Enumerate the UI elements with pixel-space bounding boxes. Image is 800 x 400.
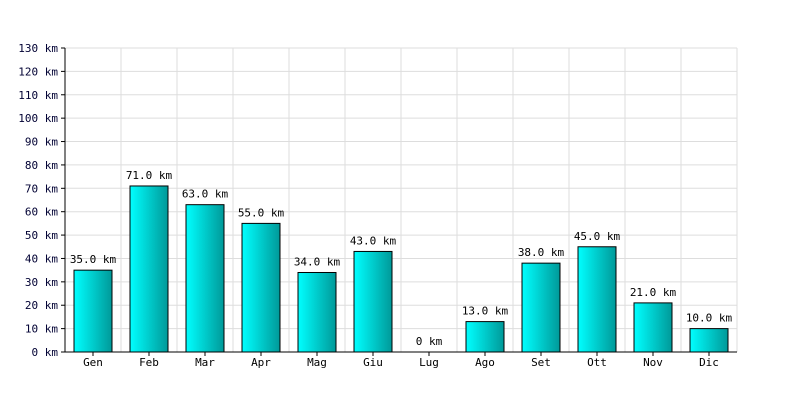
axes — [64, 48, 737, 353]
bar-value-label: 43.0 km — [350, 234, 397, 247]
x-tick-label: Apr — [251, 356, 271, 369]
x-tick-label: Feb — [139, 356, 159, 369]
bar-value-label: 34.0 km — [294, 255, 341, 268]
bar-mar — [185, 204, 225, 353]
bar-value-label: 38.0 km — [518, 246, 565, 259]
bar-nov — [633, 302, 673, 353]
bar-ago — [465, 321, 505, 353]
x-tick-label: Lug — [419, 356, 439, 369]
bar-value-label: 55.0 km — [238, 206, 285, 219]
bars — [73, 185, 729, 353]
y-tick-label: 120 km — [18, 65, 58, 78]
y-tick-label: 40 km — [25, 252, 58, 265]
y-tick-label: 20 km — [25, 299, 58, 312]
y-tick-label: 30 km — [25, 276, 58, 289]
x-tick-label: Nov — [643, 356, 663, 369]
x-tick-label: Set — [531, 356, 551, 369]
bar-value-label: 71.0 km — [126, 169, 173, 182]
bar-value-label: 45.0 km — [574, 230, 621, 243]
bar-value-label: 21.0 km — [630, 286, 677, 299]
y-tick-label: 110 km — [18, 89, 58, 102]
y-tick-label: 70 km — [25, 182, 58, 195]
bar-value-label: 35.0 km — [70, 253, 117, 266]
x-tick-label: Mag — [307, 356, 327, 369]
bar-dic — [689, 328, 729, 353]
bar-value-label: 0 km — [416, 335, 443, 348]
x-tick-label: Mar — [195, 356, 215, 369]
bar-set — [521, 262, 561, 353]
bar-apr — [241, 222, 281, 353]
y-tick-label: 80 km — [25, 159, 58, 172]
x-axis-ticks: Gen Feb Mar Apr Mag Giu Lug Ago Set Ott Nov Dic — [83, 352, 719, 369]
y-tick-label: 130 km — [18, 42, 58, 55]
bar-gen — [73, 269, 113, 353]
y-axis-ticks: 0 km 10 km 20 km 30 km 40 km 50 km 60 km 70 km 8… — [18, 42, 65, 359]
bar-value-label: 63.0 km — [182, 188, 229, 201]
x-tick-label: Ago — [475, 356, 495, 369]
y-tick-label: 50 km — [25, 229, 58, 242]
x-tick-label: Giu — [363, 356, 383, 369]
y-tick-label: 60 km — [25, 206, 58, 219]
gridlines — [64, 47, 738, 353]
x-tick-label: Ott — [587, 356, 607, 369]
bar-value-label: 13.0 km — [462, 305, 509, 318]
bar-feb — [129, 185, 169, 353]
x-tick-label: Gen — [83, 356, 103, 369]
x-tick-label: Dic — [699, 356, 719, 369]
bar-value-labels: 35.0 km 71.0 km 63.0 km 55.0 km 34.0 km 43.0 … — [70, 169, 733, 348]
y-tick-label: 10 km — [25, 323, 58, 336]
y-tick-label: 0 km — [32, 346, 59, 359]
y-tick-label: 100 km — [18, 112, 58, 125]
bar-mag — [297, 271, 337, 353]
bar-ott — [577, 246, 617, 353]
bar-giu — [353, 250, 393, 353]
bar-value-label: 10.0 km — [686, 312, 733, 325]
y-tick-label: 90 km — [25, 136, 58, 149]
